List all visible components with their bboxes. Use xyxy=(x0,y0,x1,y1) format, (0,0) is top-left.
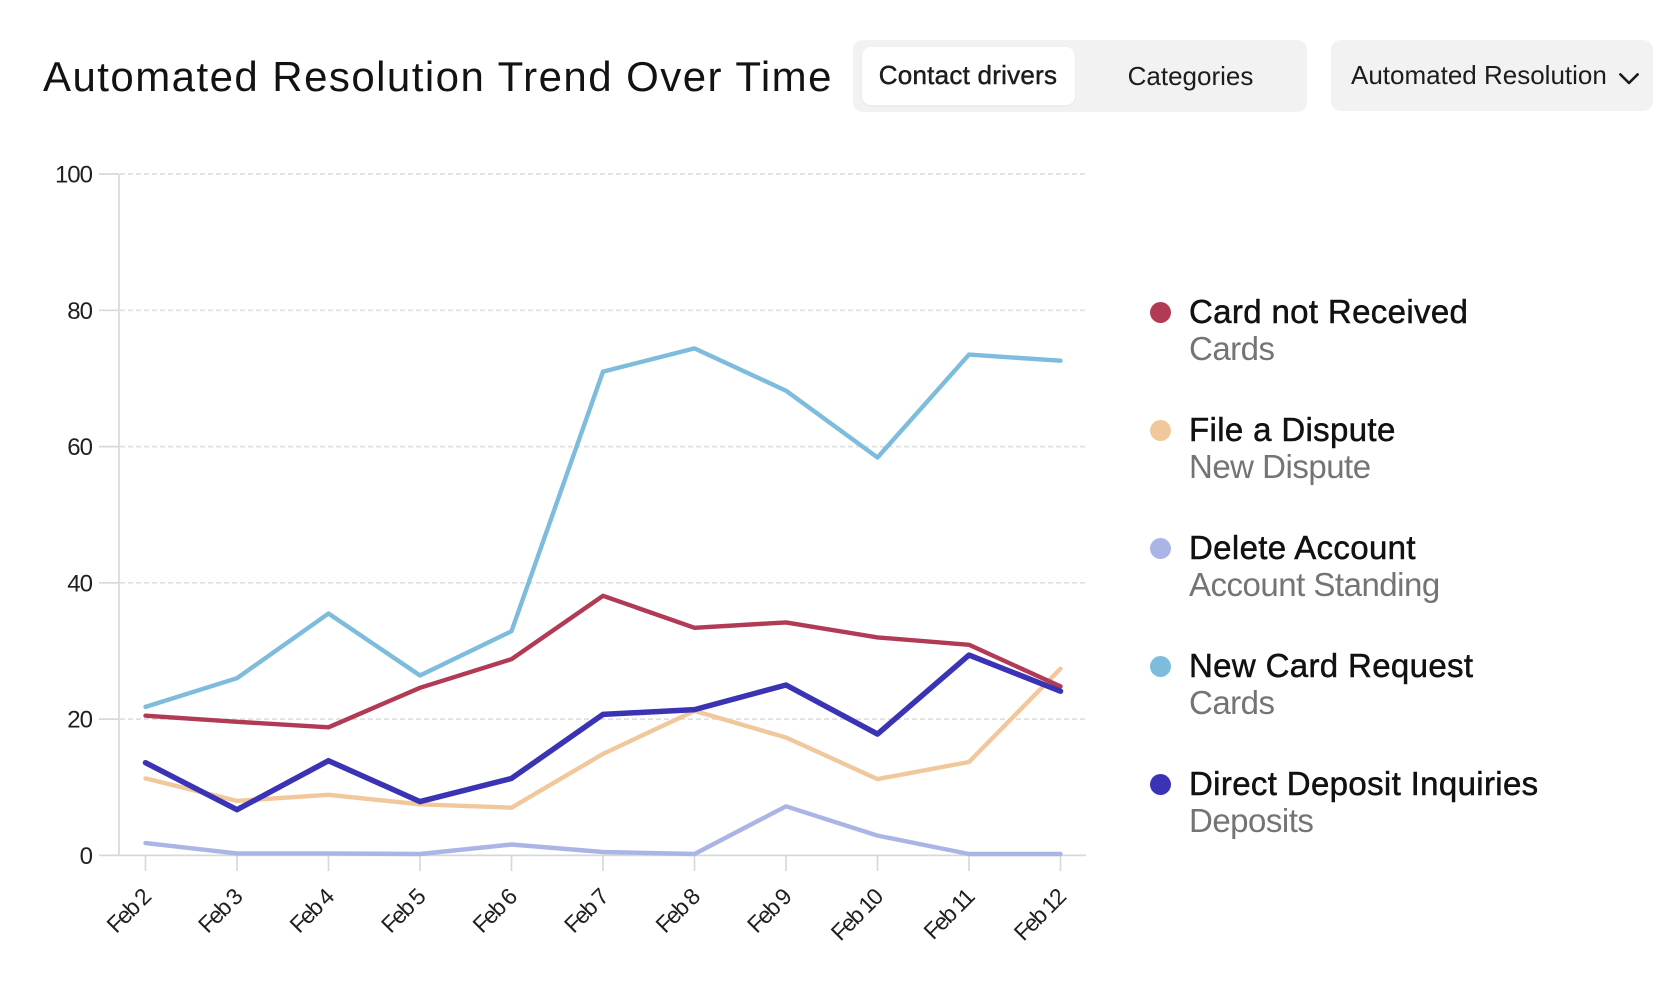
svg-text:Feb 7: Feb 7 xyxy=(559,883,613,937)
svg-text:100: 100 xyxy=(55,162,93,189)
svg-text:20: 20 xyxy=(67,707,92,734)
svg-text:Feb 2: Feb 2 xyxy=(101,883,155,937)
svg-text:Feb 9: Feb 9 xyxy=(742,883,796,937)
svg-text:Feb 12: Feb 12 xyxy=(1009,883,1071,945)
svg-text:Feb 8: Feb 8 xyxy=(650,883,704,937)
svg-text:60: 60 xyxy=(67,434,92,461)
svg-text:Feb 5: Feb 5 xyxy=(376,883,430,937)
svg-text:Feb 4: Feb 4 xyxy=(284,883,339,938)
svg-text:40: 40 xyxy=(67,570,92,597)
svg-text:0: 0 xyxy=(80,843,93,870)
svg-text:80: 80 xyxy=(67,298,92,325)
svg-text:Feb 11: Feb 11 xyxy=(918,883,979,944)
svg-text:Feb 10: Feb 10 xyxy=(826,883,888,945)
svg-text:Feb 3: Feb 3 xyxy=(193,883,247,937)
svg-text:Feb 6: Feb 6 xyxy=(467,883,521,937)
